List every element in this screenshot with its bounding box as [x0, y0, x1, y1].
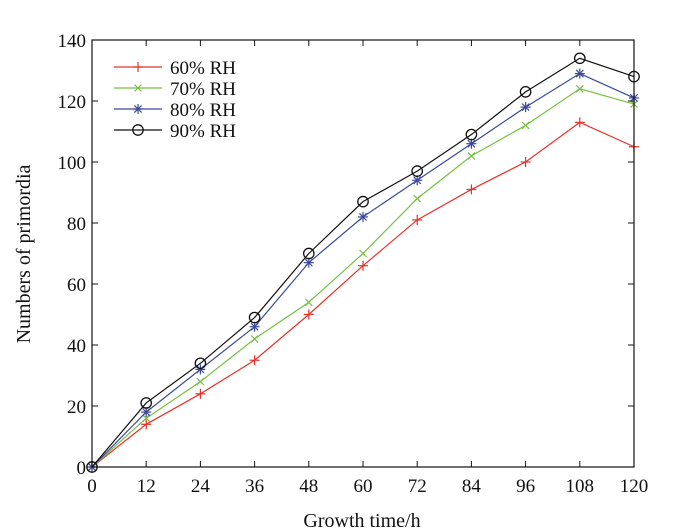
legend-entry: 70% RH [114, 79, 236, 100]
data-point [140, 397, 153, 409]
x-tick-label: 120 [620, 476, 649, 497]
y-tick-label: 0 [77, 458, 87, 479]
y-tick-label: 20 [67, 397, 86, 418]
y-tick-label: 80 [67, 214, 86, 235]
data-point [575, 84, 584, 93]
data-point [519, 86, 532, 98]
series-line [91, 57, 635, 468]
data-point [357, 195, 369, 208]
data-point [358, 260, 368, 271]
data-point [194, 357, 207, 370]
y-tick-label: 60 [67, 275, 86, 296]
data-point [520, 102, 531, 113]
legend-label: 70% RH [170, 79, 236, 100]
x-tick-label: 36 [245, 476, 264, 497]
legend-entry: 60% RH [114, 58, 236, 79]
legend-label: 80% RH [170, 100, 236, 121]
data-point [411, 165, 424, 177]
data-point [467, 151, 476, 160]
y-axis-title: Numbers of primordia [13, 164, 35, 343]
series-70-rh [88, 84, 638, 471]
legend-marker [133, 62, 143, 72]
data-point [520, 157, 531, 167]
axes-layer: 0 12 24 36 48 60 72 84 96 108 120 0 20 40 60 80 100 120 14… [58, 31, 649, 497]
data-point [574, 117, 585, 128]
legend-marker [132, 124, 144, 136]
data-point [466, 138, 477, 149]
data-point [412, 214, 423, 225]
data-point [250, 334, 259, 343]
y-tick-label: 100 [58, 153, 87, 174]
data-point [573, 52, 586, 65]
data-point [195, 364, 206, 375]
x-tick-label: 72 [408, 476, 427, 497]
x-tick-label: 84 [462, 476, 482, 497]
x-tick-label: 108 [566, 476, 595, 497]
legend-label: 90% RH [170, 121, 236, 142]
legend-marker [134, 84, 142, 92]
series-90-rh [86, 52, 640, 473]
series-60-rh [87, 117, 639, 472]
series-line [91, 88, 635, 468]
data-point [359, 249, 367, 258]
x-tick-label: 0 [87, 476, 97, 497]
data-point [195, 388, 206, 399]
y-tick-label: 120 [58, 92, 87, 113]
data-point [249, 355, 260, 366]
data-point [302, 247, 315, 260]
data-point [358, 211, 368, 222]
x-tick-label: 48 [299, 476, 318, 497]
data-point [196, 377, 205, 386]
series-line [91, 121, 635, 468]
x-tick-label: 60 [354, 476, 373, 497]
data-point [465, 128, 478, 141]
x-axis-title: Growth time/h [303, 510, 420, 531]
legend-entry: 90% RH [114, 121, 236, 142]
data-point [141, 419, 152, 430]
x-tick-label: 96 [516, 476, 535, 497]
x-tick-label: 24 [191, 476, 211, 497]
data-point [466, 184, 477, 195]
x-tick-label: 12 [137, 476, 156, 497]
data-point [574, 68, 585, 79]
data-point [303, 309, 314, 320]
data-point [413, 194, 422, 203]
data-point [304, 298, 313, 307]
legend-marker [133, 104, 143, 114]
data-point [248, 311, 261, 324]
y-tick-label: 140 [58, 31, 87, 52]
legend-label: 60% RH [170, 58, 236, 79]
data-point [521, 121, 530, 130]
data-point [142, 414, 151, 423]
legend-entry: 80% RH [114, 100, 236, 121]
y-tick-label: 40 [67, 336, 86, 357]
